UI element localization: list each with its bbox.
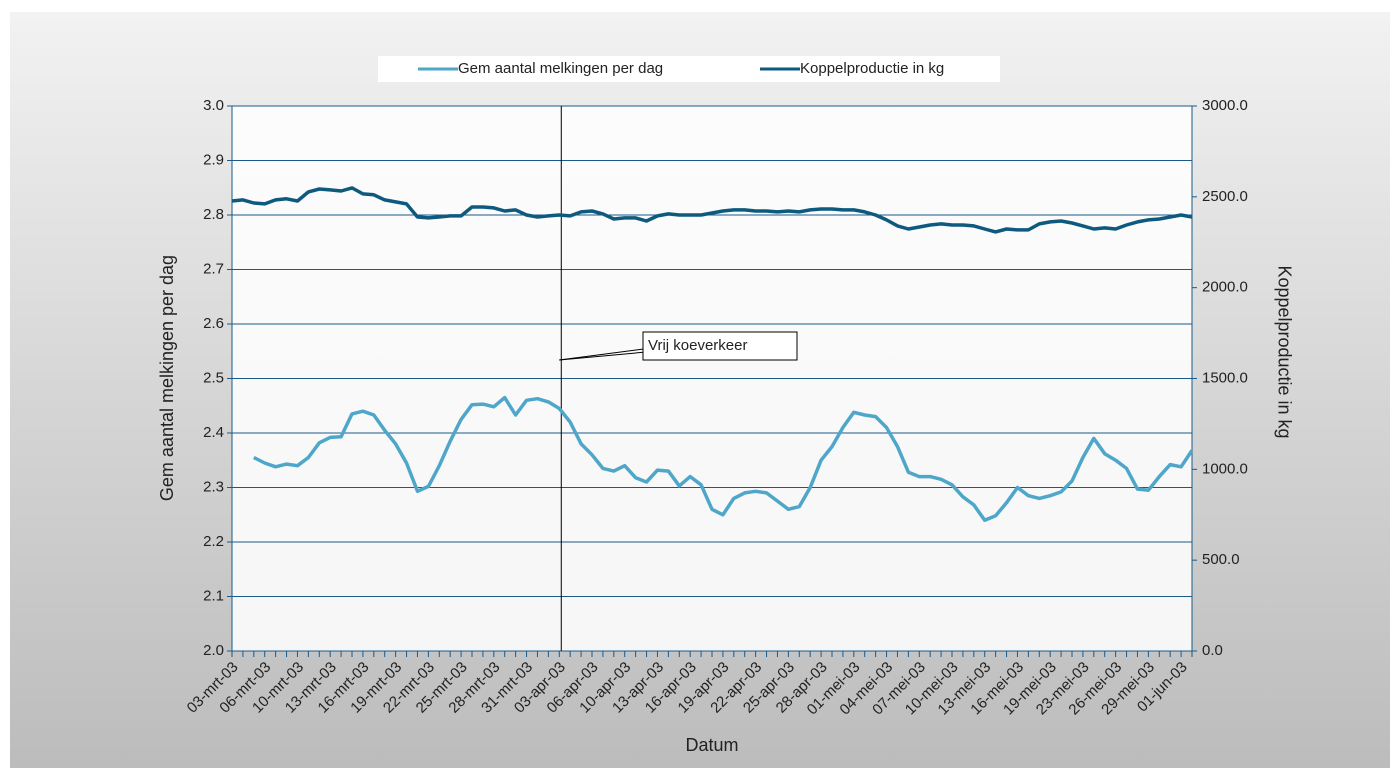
annotation-text: Vrij koeverkeer — [648, 337, 747, 354]
series-line — [253, 395, 1194, 522]
y2-tick-label: 500.0 — [1202, 551, 1240, 568]
y2-tick-label: 0.0 — [1202, 642, 1223, 659]
y-tick-label: 3.0 — [203, 97, 224, 114]
y2-tick-label: 3000.0 — [1202, 97, 1248, 114]
y2-axis-title: Koppelproductie in kg — [1274, 265, 1294, 438]
y-tick-label: 2.4 — [203, 424, 224, 441]
y2-tick-label: 2500.0 — [1202, 188, 1248, 205]
y-tick-label: 2.8 — [203, 206, 224, 223]
y-tick-label: 2.1 — [203, 587, 224, 604]
annotation-box — [642, 331, 798, 361]
y-tick-label: 2.5 — [203, 369, 224, 386]
y-tick-label: 2.3 — [203, 478, 224, 495]
legend-label: Gem aantal melkingen per dag — [458, 60, 663, 77]
legend-box — [378, 56, 1000, 82]
legend-label: Koppelproductie in kg — [800, 60, 944, 77]
y-axis-title: Gem aantal melkingen per dag — [157, 255, 177, 501]
series-line — [231, 186, 1193, 234]
y2-tick-label: 2000.0 — [1202, 279, 1248, 296]
y-tick-label: 2.7 — [203, 260, 224, 277]
y-tick-label: 2.6 — [203, 315, 224, 332]
y2-tick-label: 1500.0 — [1202, 369, 1248, 386]
y2-tick-label: 1000.0 — [1202, 460, 1248, 477]
y-tick-label: 2.0 — [203, 642, 224, 659]
y-tick-label: 2.9 — [203, 151, 224, 168]
x-axis-title: Datum — [685, 735, 738, 755]
y-tick-label: 2.2 — [203, 533, 224, 550]
